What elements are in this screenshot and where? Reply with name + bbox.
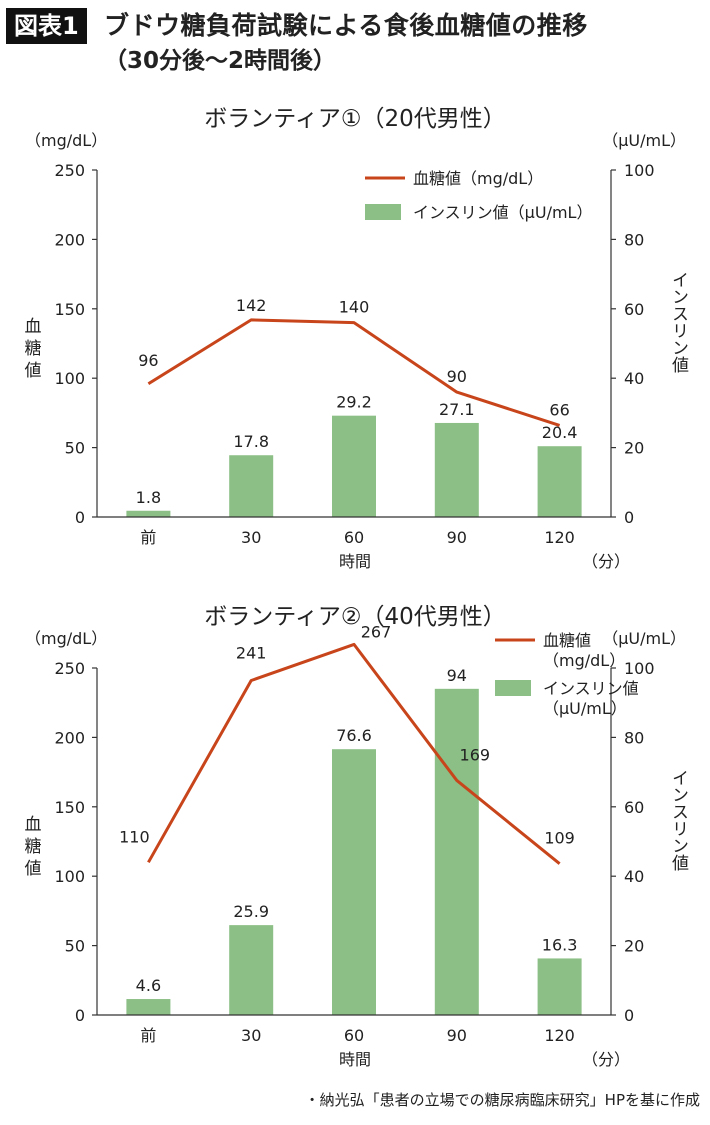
y-axis-tick-label: 0 — [75, 1006, 85, 1025]
chart-volunteer-2: ボランティア②（40代男性） （mg/dL） （μU/mL） 4.6 25.9 76.6 9… — [25, 604, 689, 1069]
x-axis-tick-label: 30 — [241, 528, 261, 547]
insulin-bar — [537, 446, 582, 517]
y-axis-tick-label: 50 — [65, 937, 85, 956]
blood-glucose-label: 142 — [236, 296, 267, 315]
x-axis-unit: （分） — [582, 552, 630, 571]
legend-bar-swatch — [365, 204, 401, 220]
source-note: ・納光弘「患者の立場での糖尿病臨床研究」HPを基に作成 — [304, 1091, 700, 1109]
y2-axis-tick-label: 0 — [624, 1006, 634, 1025]
insulin-bar — [332, 749, 376, 1015]
x-axis-tick-label: 90 — [447, 528, 467, 547]
y-axis-tick-label: 50 — [65, 439, 85, 458]
y2-axis-tick-label: 0 — [624, 508, 634, 527]
blood-glucose-label: 140 — [339, 298, 370, 317]
insulin-bar — [126, 999, 171, 1015]
y-axis-tick-label: 250 — [54, 161, 85, 180]
y2-axis-unit: （μU/mL） — [602, 131, 686, 150]
insulin-bar — [229, 455, 274, 517]
blood-glucose-label: 267 — [361, 622, 392, 641]
legend-insulin-label: （μU/mL） — [543, 699, 627, 718]
insulin-bar-label: 1.8 — [136, 488, 161, 507]
legend-glucose-label: 血糖値（mg/dL） — [413, 169, 543, 188]
insulin-bar-label: 16.3 — [542, 935, 578, 954]
insulin-bar-label: 20.4 — [542, 423, 578, 442]
figure-header: 図表1 ブドウ糖負荷試験による食後血糖値の推移 （30分後～2時間後） — [6, 8, 706, 78]
insulin-bar — [126, 510, 171, 517]
y-axis-tick-label: 0 — [75, 508, 85, 527]
legend-bar-swatch — [495, 680, 531, 696]
blood-glucose-label: 169 — [460, 745, 491, 764]
insulin-bar-label: 17.8 — [233, 432, 269, 451]
chart-title: ボランティア②（40代男性） — [204, 604, 506, 630]
y2-axis-tick-label: 80 — [624, 230, 644, 249]
y2-axis-unit: （μU/mL） — [602, 629, 686, 648]
insulin-bar-label: 25.9 — [233, 902, 269, 921]
blood-glucose-line — [147, 642, 561, 865]
blood-glucose-label: 96 — [138, 351, 158, 370]
x-axis-tick-label: 120 — [544, 1026, 575, 1045]
y-axis-tick-label: 100 — [54, 867, 85, 886]
legend-insulin-label: インスリン値 — [543, 679, 639, 698]
y-axis-tick-label: 200 — [54, 728, 85, 747]
insulin-bar — [434, 422, 479, 517]
y-axis-tick-label: 200 — [54, 230, 85, 249]
y-axis-tick-label: 150 — [54, 798, 85, 817]
y2-axis-tick-label: 20 — [624, 937, 644, 956]
y2-axis-tick-label: 100 — [624, 161, 655, 180]
x-axis-tick-label: 60 — [344, 1026, 364, 1045]
x-axis-tick-label: 120 — [544, 528, 575, 547]
blood-glucose-label: 109 — [544, 829, 575, 848]
y-axis-label: 血糖値 — [25, 815, 42, 879]
y2-axis-label: インスリン値 — [668, 769, 689, 871]
insulin-bar — [434, 688, 479, 1015]
y2-axis-tick-label: 40 — [624, 369, 644, 388]
blood-glucose-label: 241 — [236, 643, 267, 662]
insulin-bar-label: 27.1 — [439, 400, 475, 419]
figure-label: 図表1 — [6, 8, 87, 44]
x-axis-tick-label: 30 — [241, 1026, 261, 1045]
x-axis-label: 時間 — [339, 1050, 371, 1069]
blood-glucose-label: 90 — [447, 367, 467, 386]
insulin-bar — [332, 415, 376, 517]
x-axis-tick-label: 60 — [344, 528, 364, 547]
x-axis-tick-label: 90 — [447, 1026, 467, 1045]
y2-axis-tick-label: 100 — [624, 659, 655, 678]
y-axis-tick-label: 250 — [54, 659, 85, 678]
y2-axis-tick-label: 60 — [624, 798, 644, 817]
x-axis-tick-label: 前 — [140, 1026, 156, 1045]
x-axis-tick-label: 前 — [140, 528, 156, 547]
y-axis-tick-label: 150 — [54, 300, 85, 319]
y2-axis-tick-label: 60 — [624, 300, 644, 319]
y-axis-unit: （mg/dL） — [25, 629, 107, 648]
x-axis-unit: （分） — [582, 1050, 630, 1069]
chart-volunteer-1: ボランティア①（20代男性） （mg/dL） （μU/mL） 1.8 17.8 29.2 2… — [25, 106, 689, 571]
chart-title: ボランティア①（20代男性） — [204, 106, 506, 132]
x-axis-label: 時間 — [339, 552, 371, 571]
insulin-bar-label: 76.6 — [336, 726, 372, 745]
figure-title: ブドウ糖負荷試験による食後血糖値の推移 — [104, 11, 588, 40]
insulin-bar — [229, 925, 274, 1015]
insulin-bar-label: 94 — [447, 666, 467, 685]
legend-glucose-label: （mg/dL） — [543, 651, 625, 670]
insulin-bar — [537, 958, 582, 1015]
y2-axis-tick-label: 20 — [624, 439, 644, 458]
blood-glucose-line — [147, 318, 561, 427]
legend-insulin-label: インスリン値（μU/mL） — [413, 203, 592, 222]
y2-axis-tick-label: 80 — [624, 728, 644, 747]
blood-glucose-label: 110 — [119, 827, 150, 846]
insulin-bar-label: 29.2 — [336, 393, 372, 412]
y2-axis-label: インスリン値 — [668, 271, 689, 373]
y-axis-unit: （mg/dL） — [25, 131, 107, 150]
y2-axis-tick-label: 40 — [624, 867, 644, 886]
legend-glucose-label: 血糖値 — [543, 631, 591, 650]
insulin-bar-label: 4.6 — [136, 976, 161, 995]
y-axis-label: 血糖値 — [25, 317, 42, 381]
y-axis-tick-label: 100 — [54, 369, 85, 388]
blood-glucose-label: 66 — [549, 400, 569, 419]
figure-subtitle: （30分後～2時間後） — [104, 48, 337, 74]
